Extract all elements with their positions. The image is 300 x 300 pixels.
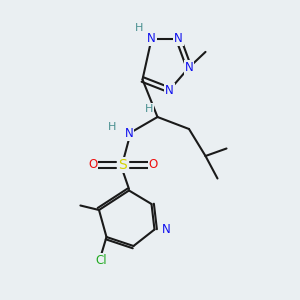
Text: N: N [124, 127, 134, 140]
Text: H: H [145, 103, 153, 114]
Text: N: N [147, 32, 156, 46]
Text: O: O [148, 158, 158, 172]
Text: Cl: Cl [95, 254, 107, 267]
Text: N: N [174, 32, 183, 46]
Text: H: H [108, 122, 117, 132]
Text: N: N [162, 223, 171, 236]
Text: O: O [88, 158, 98, 172]
Text: H: H [135, 22, 143, 33]
Text: N: N [165, 83, 174, 97]
Text: N: N [184, 61, 194, 74]
Text: S: S [118, 158, 127, 172]
